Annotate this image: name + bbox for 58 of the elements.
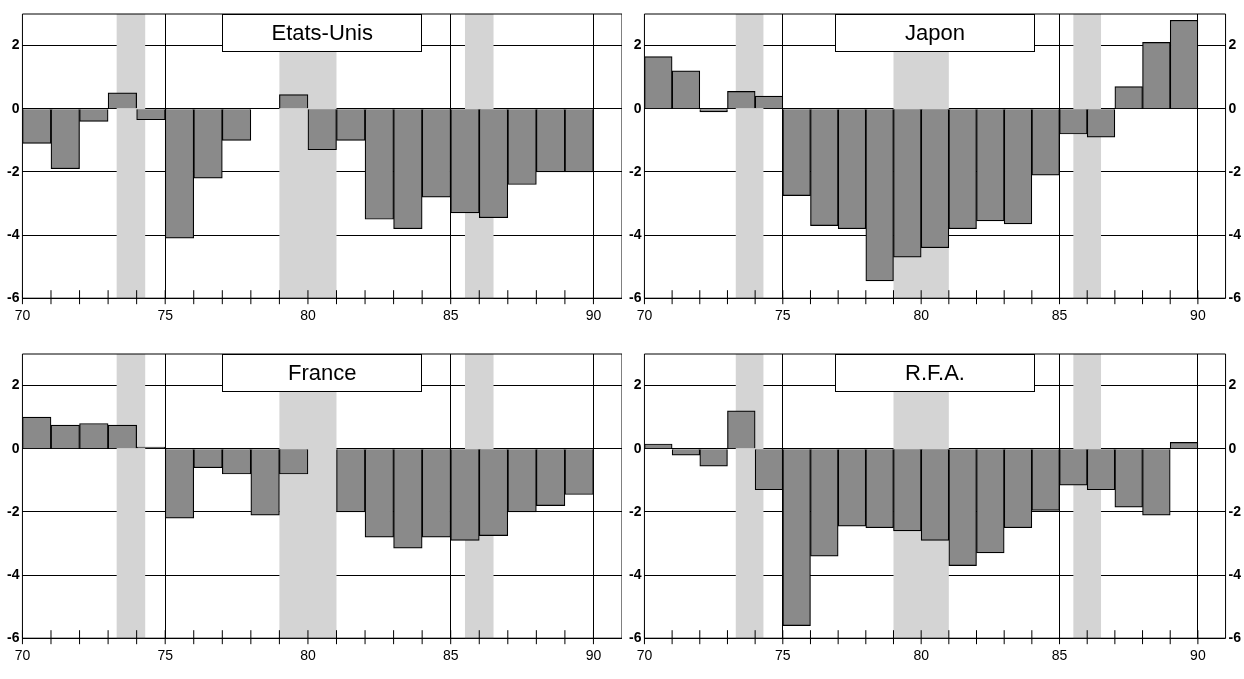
x-tick-label: 75 <box>157 646 174 663</box>
y-tick-label: -2 <box>629 162 642 179</box>
y-tick-label: -4 <box>7 565 20 582</box>
y-tick-label: -4 <box>629 565 642 582</box>
x-tick-label: 85 <box>442 307 459 324</box>
y-tick-label: -2 <box>7 502 20 519</box>
x-tick-label: 85 <box>442 646 459 663</box>
y2-tick-label: 0 <box>1228 99 1237 116</box>
y-tick-label: 0 <box>11 99 20 116</box>
y-tick-label: -2 <box>629 502 642 519</box>
title-box: Japon <box>835 14 1035 52</box>
y-tick-label: -2 <box>7 162 20 179</box>
x-tick-label: 80 <box>300 307 316 324</box>
x-tick-label: 85 <box>1051 307 1068 324</box>
x-tick-label: 85 <box>1051 646 1068 663</box>
x-tick-label: 80 <box>300 646 316 663</box>
x-tick-label: 80 <box>913 646 930 663</box>
y-tick-label: -6 <box>7 289 20 306</box>
x-tick-label: 75 <box>157 307 174 324</box>
x-tick-label: 70 <box>636 646 653 663</box>
chart-title: Japon <box>905 20 965 46</box>
title-box: Etats-Unis <box>222 14 423 52</box>
y2-tick-label: -2 <box>1228 162 1242 179</box>
y-tick-label: 0 <box>11 439 20 456</box>
y-tick-label: 2 <box>633 375 642 392</box>
y2-tick-label: 0 <box>1228 439 1237 456</box>
x-tick-label: 75 <box>775 646 791 663</box>
y2-tick-label: -4 <box>1228 225 1242 242</box>
y2-tick-label: 2 <box>1228 375 1237 392</box>
y-tick-label: -6 <box>629 289 642 306</box>
title-box: France <box>222 353 423 392</box>
y-tick-label: -4 <box>7 225 20 242</box>
y2-tick-label: -4 <box>1228 565 1242 582</box>
y2-tick-label: -6 <box>1228 289 1242 306</box>
x-tick-label: 90 <box>585 646 602 663</box>
y-tick-label: -4 <box>629 225 642 242</box>
x-tick-label: 90 <box>1190 307 1206 324</box>
x-tick-label: 70 <box>636 307 653 324</box>
y-tick-label: 2 <box>11 36 20 53</box>
title-box: R.F.A. <box>835 353 1035 392</box>
y-tick-label: 2 <box>11 375 20 392</box>
x-tick-label: 80 <box>913 307 930 324</box>
x-tick-label: 70 <box>14 307 31 324</box>
y-tick-label: 2 <box>633 36 642 53</box>
y2-tick-label: -2 <box>1228 502 1242 519</box>
y-tick-label: 0 <box>633 99 642 116</box>
x-tick-label: 90 <box>1190 646 1206 663</box>
y-tick-label: -6 <box>7 628 20 645</box>
y2-tick-label: 2 <box>1228 36 1237 53</box>
x-tick-label: 70 <box>14 646 31 663</box>
chart-title: France <box>287 359 357 386</box>
chart-title: Etats-Unis <box>271 20 373 46</box>
x-tick-label: 90 <box>585 307 602 324</box>
x-tick-label: 75 <box>775 307 791 324</box>
y-tick-label: 0 <box>633 439 642 456</box>
y2-tick-label: -6 <box>1228 628 1242 645</box>
chart-title: R.F.A. <box>905 359 965 386</box>
y-tick-label: -6 <box>629 628 642 645</box>
